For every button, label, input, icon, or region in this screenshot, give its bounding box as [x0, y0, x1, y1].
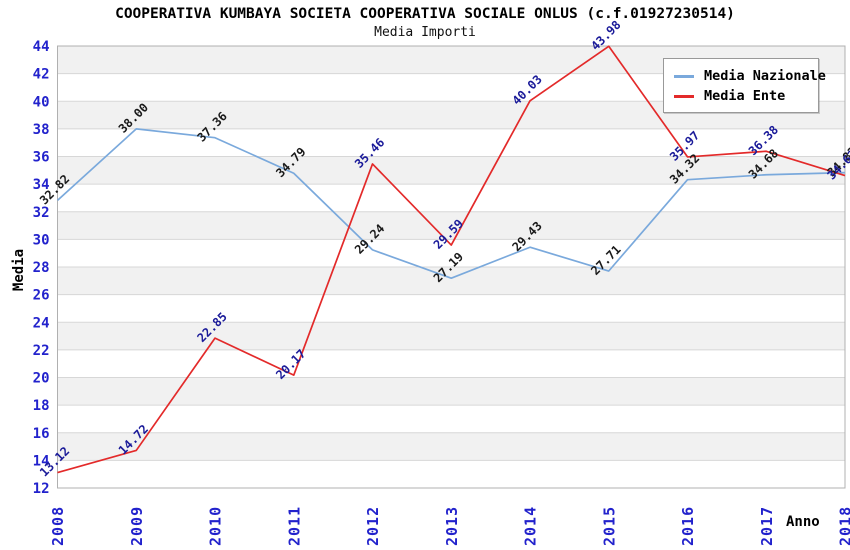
legend-item: Media Ente [674, 86, 808, 106]
series-line-media-nazionale [56, 128, 846, 280]
svg-text:2015: 2015 [600, 506, 618, 546]
chart-subtitle: Media Importi [374, 25, 476, 40]
series-line-media-ente [57, 45, 846, 474]
svg-text:44: 44 [33, 39, 50, 55]
svg-text:2009: 2009 [128, 506, 146, 546]
legend-label-media-nazionale: Media Nazionale [704, 68, 826, 84]
y-tick-labels: 12 14 16 18 20 22 24 26 28 30 32 34 36 38 40 42 44 [33, 39, 50, 497]
svg-text:2014: 2014 [522, 506, 540, 546]
svg-text:2012: 2012 [364, 506, 382, 546]
svg-text:18: 18 [33, 398, 50, 414]
svg-text:2010: 2010 [207, 506, 225, 546]
plot-border [57, 45, 846, 489]
legend-item: Media Nazionale [674, 66, 826, 86]
svg-text:22: 22 [33, 343, 50, 359]
svg-text:42: 42 [33, 67, 50, 83]
svg-text:2016: 2016 [679, 506, 697, 546]
chart-title: COOPERATIVA KUMBAYA SOCIETA COOPERATIVA … [115, 6, 735, 22]
svg-text:36: 36 [33, 150, 50, 166]
svg-text:20: 20 [33, 371, 50, 387]
legend-label-media-ente: Media Ente [704, 88, 786, 104]
legend: Media Nazionale Media Ente [663, 58, 826, 113]
svg-text:20.17: 20.17 [273, 347, 308, 382]
svg-text:2013: 2013 [443, 506, 461, 546]
svg-text:32: 32 [33, 205, 50, 221]
svg-text:14: 14 [33, 453, 50, 469]
svg-text:2008: 2008 [49, 506, 67, 546]
svg-text:34: 34 [33, 177, 50, 193]
svg-text:2018: 2018 [837, 506, 850, 546]
svg-text:24: 24 [33, 315, 50, 331]
plot-bands [57, 46, 845, 461]
svg-text:26: 26 [33, 288, 50, 304]
svg-text:2011: 2011 [285, 506, 303, 546]
legend-swatch-media-ente [674, 94, 694, 98]
svg-text:12: 12 [33, 481, 50, 497]
y-axis-title: Media [11, 248, 27, 292]
svg-text:2017: 2017 [758, 506, 776, 546]
x-axis-title: Anno [786, 514, 820, 530]
svg-text:16: 16 [33, 426, 50, 442]
x-tick-labels: 2008 2009 2010 2011 2012 2013 2014 2015 2016 2017… [49, 506, 850, 546]
legend-swatch-media-nazionale [674, 74, 694, 78]
svg-text:38: 38 [33, 122, 50, 138]
svg-text:28: 28 [33, 260, 50, 276]
svg-text:30: 30 [33, 232, 50, 248]
svg-text:40: 40 [33, 94, 50, 110]
